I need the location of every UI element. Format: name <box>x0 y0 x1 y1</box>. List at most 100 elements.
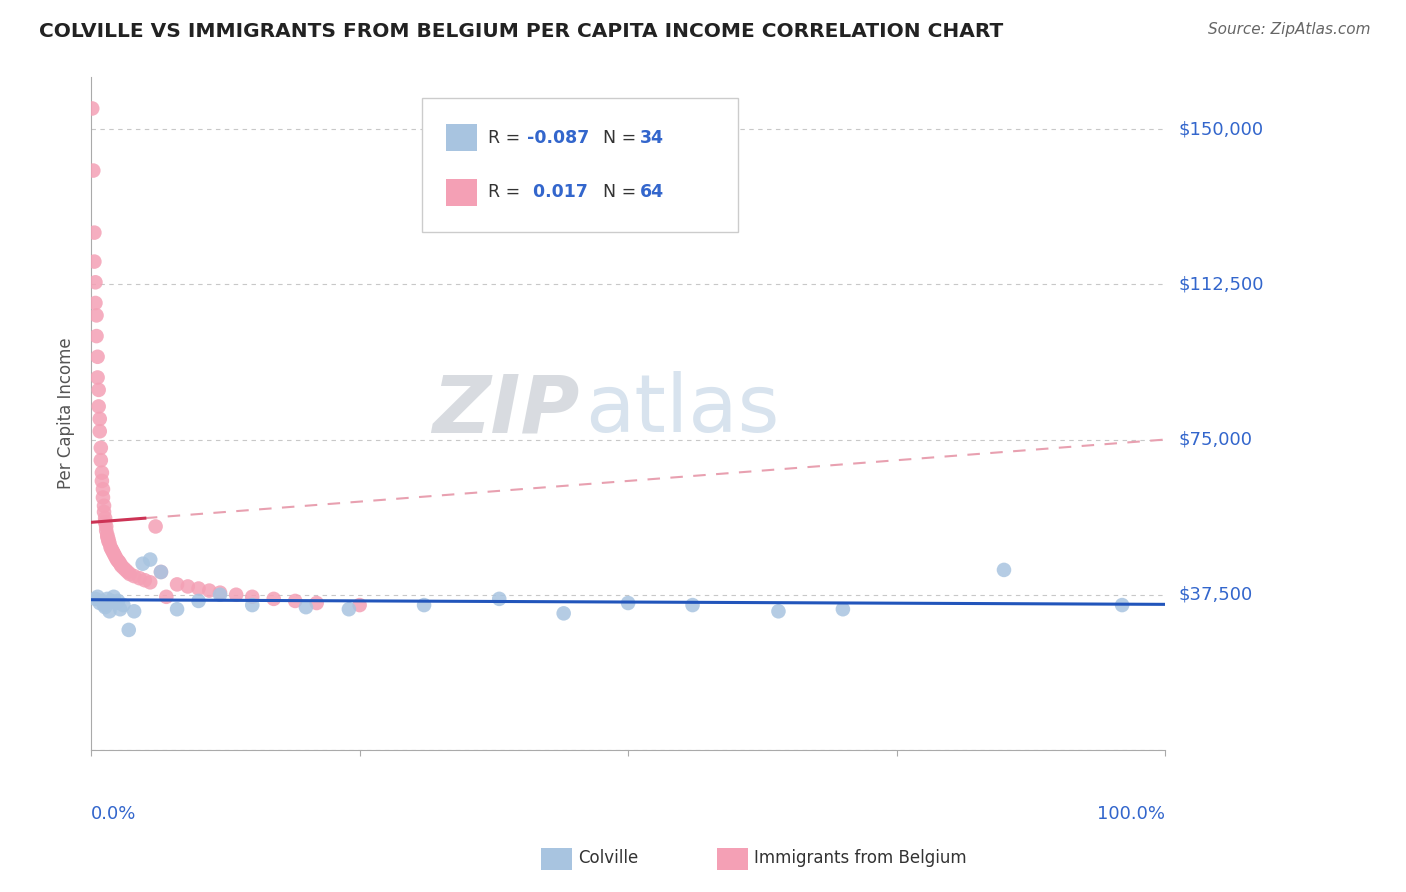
Point <box>100 540 122 554</box>
Point <box>89 424 111 438</box>
Point <box>84 591 107 606</box>
Point <box>82 102 104 116</box>
Point <box>263 591 285 606</box>
Point <box>101 544 124 558</box>
Point <box>94 600 117 615</box>
Point <box>107 594 129 608</box>
Point <box>187 594 209 608</box>
Point <box>349 598 371 612</box>
Text: -0.087: -0.087 <box>527 128 589 146</box>
Point <box>96 591 118 606</box>
Point <box>104 550 127 565</box>
Point <box>177 579 200 593</box>
Point <box>91 491 114 505</box>
Point <box>98 604 121 618</box>
Point <box>145 519 167 533</box>
Point <box>97 532 120 546</box>
Text: 0.017: 0.017 <box>527 184 588 202</box>
Text: R =: R = <box>488 128 526 146</box>
Point <box>110 558 132 573</box>
Text: 0.0%: 0.0% <box>91 805 136 823</box>
Text: Immigrants from Belgium: Immigrants from Belgium <box>754 849 966 867</box>
Point <box>105 552 128 566</box>
Point <box>87 383 110 397</box>
Point <box>86 329 108 343</box>
Point <box>117 565 139 579</box>
Point <box>993 563 1015 577</box>
Point <box>97 533 120 548</box>
Point <box>93 505 115 519</box>
Point <box>166 577 188 591</box>
Point <box>682 598 704 612</box>
Point <box>91 482 114 496</box>
Text: $112,500: $112,500 <box>1180 276 1264 293</box>
Text: Colville: Colville <box>578 849 638 867</box>
Point <box>96 530 118 544</box>
Point <box>131 557 153 571</box>
Point <box>122 569 145 583</box>
Point <box>96 519 118 533</box>
Point <box>284 594 307 608</box>
Point <box>84 296 107 310</box>
Point <box>134 574 156 588</box>
Y-axis label: Per Capita Income: Per Capita Income <box>58 338 75 490</box>
Point <box>553 607 575 621</box>
Point <box>108 555 131 569</box>
Point <box>108 557 131 571</box>
Point <box>166 602 188 616</box>
Point <box>149 565 172 579</box>
Point <box>295 600 318 615</box>
Point <box>82 163 104 178</box>
Point <box>118 567 141 582</box>
Point <box>617 596 640 610</box>
Point <box>488 591 510 606</box>
Point <box>240 598 263 612</box>
Point <box>122 604 145 618</box>
Text: $150,000: $150,000 <box>1180 120 1264 138</box>
Point <box>90 441 112 455</box>
Point <box>108 602 131 616</box>
Point <box>103 546 125 560</box>
Point <box>93 499 115 513</box>
Point <box>83 254 105 268</box>
Point <box>413 598 436 612</box>
Point <box>768 604 790 618</box>
Point <box>112 598 135 612</box>
Point <box>118 623 141 637</box>
Text: 64: 64 <box>640 184 664 202</box>
Point <box>128 571 150 585</box>
Point <box>305 596 328 610</box>
Point <box>107 554 129 568</box>
Point <box>100 542 122 557</box>
Point <box>87 400 110 414</box>
Text: $75,000: $75,000 <box>1180 431 1253 449</box>
Point <box>94 516 117 530</box>
Point <box>104 596 127 610</box>
Text: N =: N = <box>603 128 643 146</box>
Point <box>187 582 209 596</box>
Point <box>208 585 231 599</box>
Point <box>89 412 111 426</box>
Point <box>98 536 121 550</box>
Point <box>337 602 360 616</box>
Point <box>240 590 263 604</box>
Point <box>198 583 221 598</box>
Point <box>1111 598 1133 612</box>
Text: 34: 34 <box>640 128 664 146</box>
Point <box>139 575 162 590</box>
Point <box>112 561 135 575</box>
Point <box>86 370 108 384</box>
Text: ZIP: ZIP <box>433 371 579 450</box>
Point <box>84 275 107 289</box>
Text: $37,500: $37,500 <box>1180 586 1253 604</box>
Point <box>155 590 177 604</box>
Point <box>90 594 112 608</box>
Point <box>114 563 136 577</box>
Text: N =: N = <box>603 184 643 202</box>
Point <box>100 594 122 608</box>
Text: R =: R = <box>488 184 526 202</box>
Text: 100.0%: 100.0% <box>1097 805 1166 823</box>
Point <box>90 466 112 480</box>
Point <box>149 565 172 579</box>
Point <box>90 453 112 467</box>
